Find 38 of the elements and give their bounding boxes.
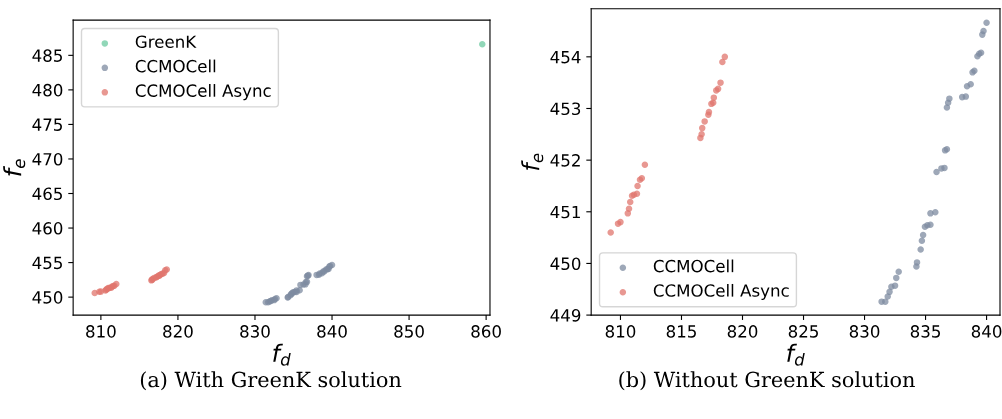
text: (b) Without GreenK solution — [619, 371, 915, 391]
text: (a) With GreenK solution — [140, 371, 402, 391]
legend-label: GreenK — [135, 35, 197, 49]
y-tick-label: 485 — [32, 49, 62, 62]
y-tick-label: 465 — [32, 187, 62, 201]
legend-label: CCMOCell Async — [135, 84, 271, 101]
y-tick-label: 475 — [32, 118, 62, 131]
x-tick-label: 820 — [727, 325, 758, 338]
y-tick-label: 450 — [32, 291, 63, 304]
x-tick-label: 840 — [317, 325, 347, 338]
y-tick-label: 460 — [32, 222, 63, 235]
x-tick-label: 835 — [910, 325, 940, 338]
y-tick-label: 453 — [550, 102, 581, 116]
y-tick-label: 451 — [550, 205, 580, 219]
y-axis-title: f$_{e}$ — [3, 159, 26, 176]
y-tick-label: 455 — [32, 256, 62, 270]
legend-label: CCMOCell Async — [653, 283, 789, 301]
y-tick-label: 480 — [32, 83, 63, 97]
legend-label: CCMOCell — [135, 59, 216, 73]
x-tick-label: 825 — [788, 325, 818, 338]
x-axis-title: f$_{d}$ — [787, 343, 805, 366]
x-tick-label: 815 — [666, 325, 696, 338]
y-tick-label: 454 — [550, 51, 581, 64]
x-tick-label: 810 — [605, 325, 636, 338]
x-axis-title: f$_{d}$ — [273, 343, 291, 366]
y-tick-label: 450 — [550, 257, 581, 271]
x-tick-label: 840 — [971, 325, 1002, 338]
x-tick-label: 830 — [849, 325, 880, 338]
x-tick-label: 860 — [471, 325, 501, 338]
x-tick-label: 820 — [163, 325, 193, 338]
y-axis-title: f$_{e}$ — [521, 153, 544, 171]
y-tick-label: 449 — [550, 309, 581, 322]
x-tick-label: 850 — [394, 325, 424, 338]
y-tick-label: 470 — [32, 152, 63, 166]
x-tick-label: 810 — [86, 325, 116, 338]
x-tick-label: 830 — [240, 325, 270, 338]
legend-label: CCMOCell — [653, 259, 734, 273]
y-tick-label: 452 — [550, 154, 580, 167]
